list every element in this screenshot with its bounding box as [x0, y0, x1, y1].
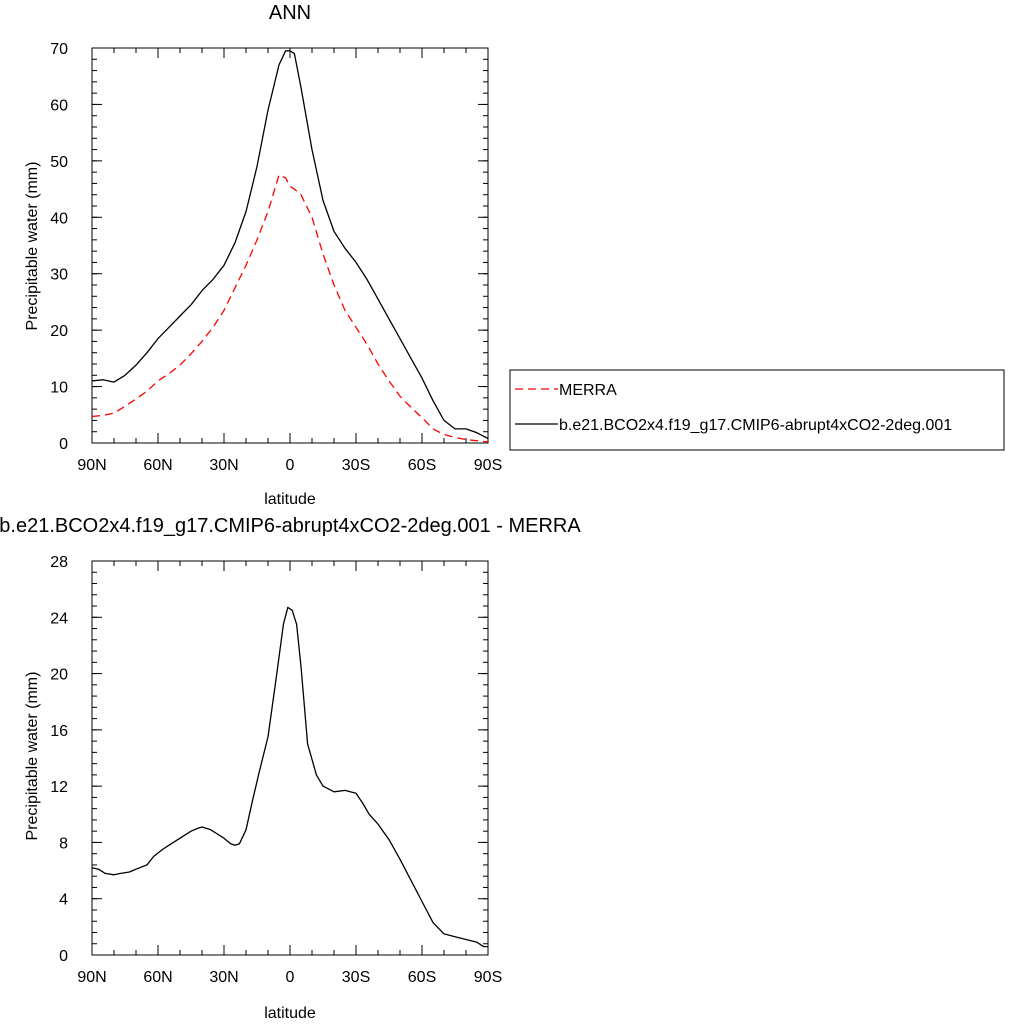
chart-bottom-x-tick-label: 60N: [143, 969, 172, 986]
chart-bottom-series-line-0: [91, 606, 488, 948]
chart-top-title: ANN: [269, 2, 311, 24]
chart-bottom-title: b.e21.BCO2x4.f19_g17.CMIP6-abrupt4xCO2-2…: [0, 515, 581, 537]
chart-top-xlabel: latitude: [264, 491, 316, 508]
chart-bottom-x-tick-label: 30N: [209, 969, 238, 986]
chart-bottom-y-tick-label: 0: [59, 948, 68, 965]
chart-bottom-x-tick-label: 0: [286, 969, 295, 986]
chart-top-x-tick-label: 30N: [209, 457, 238, 474]
chart-bottom: b.e21.BCO2x4.f19_g17.CMIP6-abrupt4xCO2-2…: [0, 515, 581, 1022]
chart-top-y-tick-label: 30: [50, 267, 68, 284]
chart-top: ANN 90N 60N 30N 0 30S 60S 90S 0 10 20 30 40 50 60 70 P…: [24, 2, 502, 508]
chart-bottom-x-tick-label: 90N: [77, 969, 106, 986]
chart-bottom-x-tick-label: 60S: [408, 969, 436, 986]
chart-top-y-tick-label: 40: [50, 210, 68, 227]
chart-top-x-tick-label: 30S: [342, 457, 370, 474]
chart-top-x-tick-label: 90S: [474, 457, 502, 474]
chart-bottom-y-tick-label: 4: [59, 892, 68, 909]
chart-bottom-y-tick-label: 12: [50, 779, 68, 796]
chart-bottom-y-tick-label: 16: [50, 723, 68, 740]
chart-top-plot-area: 90N 60N 30N 0 30S 60S 90S 0 10 20 30 40 50 60 70: [50, 41, 502, 474]
legend-box: [509, 369, 1005, 451]
chart-top-x-tick-label: 60N: [143, 457, 172, 474]
chart-top-series-line-1: [91, 50, 489, 440]
chart-top-x-tick-label: 0: [286, 457, 295, 474]
chart-top-ylabel: Precipitable water (mm): [24, 162, 41, 331]
chart-bottom-y-tick-label: 28: [50, 554, 68, 571]
chart-top-frame: [91, 47, 489, 444]
chart-bottom-plot-area: 90N 60N 30N 0 30S 60S 90S 0 4 8 12 16 20 24 28: [50, 554, 502, 986]
chart-top-y-tick-label: 10: [50, 380, 68, 397]
legend: MERRA b.e21.BCO2x4.f19_g17.CMIP6-abrupt4…: [509, 369, 1005, 451]
chart-top-y-tick-label: 70: [50, 41, 68, 58]
chart-top-series-line-0: [91, 174, 489, 443]
chart-top-y-tick-label: 0: [59, 436, 68, 453]
chart-bottom-y-tick-label: 24: [50, 610, 68, 627]
chart-bottom-y-tick-label: 8: [59, 835, 68, 852]
chart-bottom-y-tick-label: 20: [50, 667, 68, 684]
chart-bottom-ylabel: Precipitable water (mm): [24, 672, 41, 841]
chart-top-y-tick-label: 60: [50, 97, 68, 114]
chart-top-x-tick-label: 60S: [408, 457, 436, 474]
legend-label-merra: MERRA: [559, 382, 617, 399]
chart-bottom-xlabel: latitude: [264, 1005, 316, 1022]
legend-label-model: b.e21.BCO2x4.f19_g17.CMIP6-abrupt4xCO2-2…: [559, 417, 952, 434]
chart-top-y-tick-label: 50: [50, 154, 68, 171]
chart-top-y-tick-label: 20: [50, 323, 68, 340]
chart-bottom-frame: [91, 560, 489, 956]
chart-bottom-x-tick-label: 90S: [474, 969, 502, 986]
chart-bottom-x-tick-label: 30S: [342, 969, 370, 986]
chart-top-x-tick-label: 90N: [77, 457, 106, 474]
